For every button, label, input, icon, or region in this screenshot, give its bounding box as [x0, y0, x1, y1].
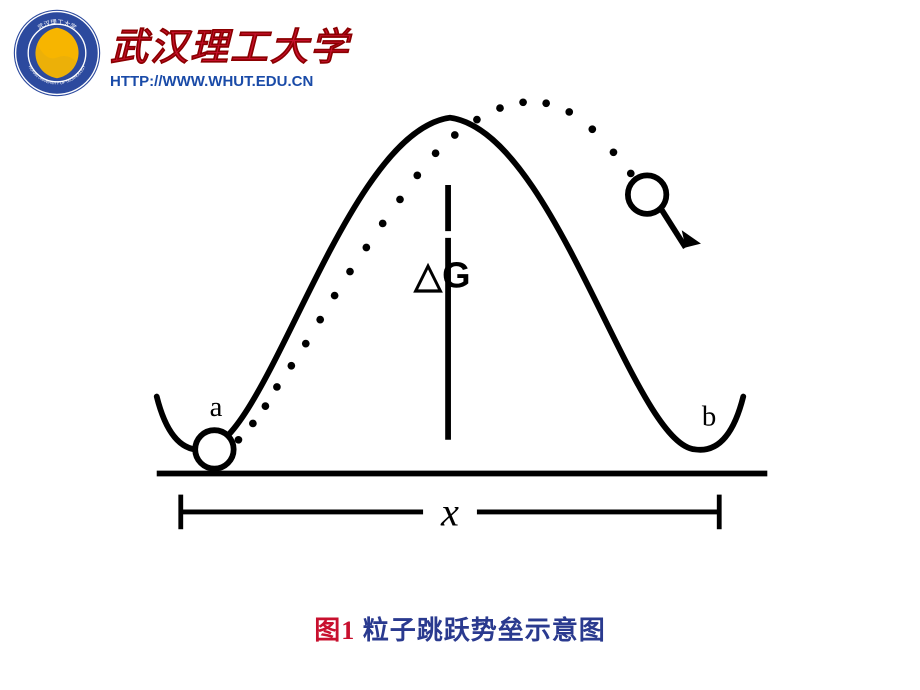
- svg-text:x: x: [440, 489, 459, 534]
- figure-caption: 图1 粒子跳跃势垒示意图: [0, 610, 920, 647]
- university-logo: 武汉理工大学 WUHAN UNIVERSITY OF TECHNOLOGY: [12, 8, 102, 98]
- svg-text:b: b: [702, 400, 716, 432]
- caption-figure-number: 图1: [314, 616, 355, 645]
- energy-barrier-diagram: △G a b x: [90, 60, 810, 560]
- svg-text:a: a: [210, 391, 223, 423]
- svg-text:△G: △G: [413, 254, 471, 295]
- caption-text: 粒子跳跃势垒示意图: [355, 616, 606, 645]
